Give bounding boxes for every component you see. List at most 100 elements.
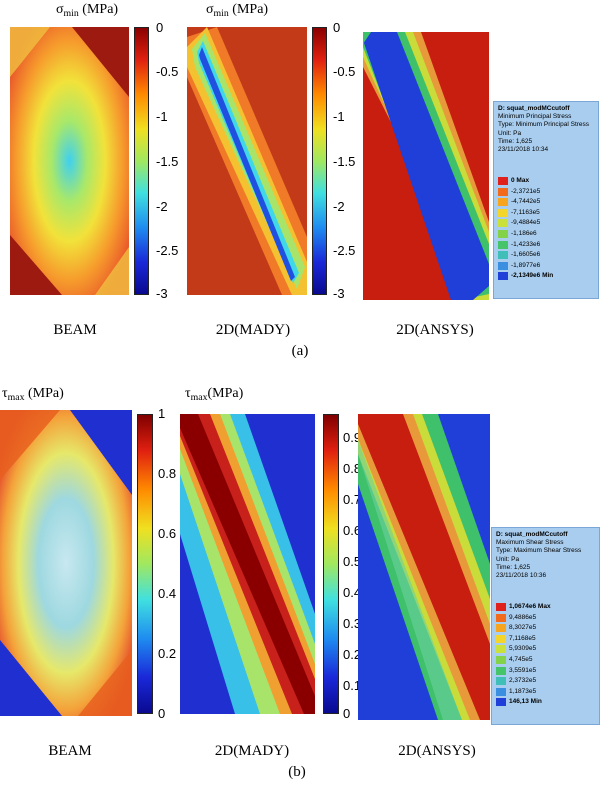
legend-entry: 146,13 Min [496, 697, 595, 707]
label-mady-b: 2D(MADY) [214, 743, 290, 759]
legend-swatch [496, 634, 506, 643]
colorbar-2-ticks: 0 -0.5 -1 -1.5 -2 -2.5 -3 [333, 20, 363, 302]
tau-colorbar-1-ticks: 1 0.8 0.6 0.4 0.2 0 [158, 406, 182, 722]
legend-entry: 4,745e5 [496, 655, 595, 665]
legend-entry-label: -1,4233e6 [511, 240, 541, 248]
legend-header-line: Unit: Pa [498, 129, 522, 137]
legend-header-line: D: squat_modMCcutoff [498, 105, 570, 112]
legend-entry-label: 0 Max [511, 177, 530, 184]
legend-header-line: Time: 1,625 [496, 563, 531, 571]
legend-header-line: Minimum Principal Stress [498, 113, 572, 121]
tick: -0.5 [333, 64, 356, 79]
tick: 0 [333, 20, 341, 35]
tick: -1 [333, 109, 345, 124]
label-mady-a: 2D(MADY) [215, 322, 291, 338]
legend-entry: 0 Max [498, 176, 594, 186]
ansys-legend-b: D: squat_modMCcutoff Maximum Shear Stres… [491, 527, 600, 725]
beam-tau-contour [0, 410, 132, 716]
legend-entry: 1,1873e5 [496, 687, 595, 697]
tick: 0.8 [343, 461, 362, 476]
legend-swatch [498, 272, 508, 281]
legend-header-line: Type: Maximum Shear Stress [496, 547, 582, 555]
legend-header-line: 23/11/2018 10:36 [496, 572, 547, 580]
beam-sigma-contour [10, 27, 129, 295]
legend-swatch [496, 645, 506, 654]
legend-entry: -1,186e6 [498, 229, 594, 239]
tick: 0.7 [343, 492, 362, 507]
legend-swatch [496, 666, 506, 675]
legend-entry-label: 4,745e5 [509, 656, 533, 663]
legend-entry-label: 1,0674e6 Max [509, 603, 551, 610]
beam-sigma-title: σmin (MPa) [56, 2, 119, 19]
tick: 0 [158, 706, 166, 721]
tick: 0 [156, 20, 164, 35]
tick: 0.5 [343, 554, 362, 569]
tick: 0.1 [343, 678, 362, 693]
legend-header-line: Type: Minimum Principal Stress [498, 121, 590, 129]
legend-swatch [498, 261, 508, 270]
legend-entry-label: 1,1873e5 [509, 687, 537, 695]
label-ansys-b: 2D(ANSYS) [398, 743, 476, 759]
tau-colorbar-1 [137, 414, 153, 714]
legend-header-line: Time: 1,625 [498, 137, 533, 145]
legend-header-line: D: squat_modMCcutoff [496, 531, 568, 538]
beam-tau-title: τmax (MPa) [2, 386, 64, 403]
legend-entry: 1,0674e6 Max [496, 602, 595, 612]
legend-swatch [498, 208, 508, 217]
tick: -2 [333, 199, 345, 214]
tick: -3 [333, 286, 345, 301]
sigma-colorbar-1 [134, 27, 149, 295]
tick: 0 [343, 706, 351, 721]
tick: -2.5 [333, 243, 356, 258]
tick: 0.6 [158, 526, 177, 541]
tick: 0.4 [343, 585, 362, 600]
legend-swatch [496, 603, 506, 611]
legend-entry: -7,1163e5 [498, 208, 594, 218]
tick: -1.5 [156, 154, 179, 169]
legend-swatch [496, 656, 506, 664]
legend-entry-label: 5,9309e5 [509, 645, 537, 653]
legend-swatch [496, 677, 506, 686]
colorbar-1-ticks: 0 -0.5 -1 -1.5 -2 -2.5 -3 [156, 20, 186, 302]
legend-swatch [498, 219, 508, 228]
caption-b: (b) [288, 764, 306, 780]
legend-entry-label: 7,1168e5 [509, 634, 536, 642]
legend-entry: -1,4233e6 [498, 240, 594, 250]
label-beam-b: BEAM [48, 743, 92, 759]
legend-entry-label: -1,186e6 [511, 230, 537, 237]
legend-entry-label: -1,6605e6 [511, 251, 541, 259]
legend-entry: 7,1168e5 [496, 634, 595, 644]
tick: 0.2 [343, 647, 362, 662]
tick: -3 [156, 286, 168, 301]
legend-entry-label: 146,13 Min [509, 698, 542, 706]
legend-entry: -2,3721e5 [498, 187, 594, 197]
caption-a: (a) [291, 343, 309, 359]
tick: -1.5 [333, 154, 356, 169]
tick: 0.3 [343, 616, 362, 631]
sigma-colorbar-2 [312, 27, 327, 295]
mady-tau-title: τmax(MPa) [185, 386, 244, 403]
legend-swatch [496, 613, 506, 622]
legend-entry: 5,9309e5 [496, 644, 595, 654]
tick: 0.9 [343, 430, 362, 445]
legend-swatch [496, 624, 506, 633]
legend-entry-label: -9,4884e5 [511, 219, 541, 227]
legend-swatch [498, 230, 508, 238]
legend-entry-label: -1,8977e6 [511, 261, 541, 269]
legend-entry-label: -2,3721e5 [511, 187, 541, 195]
legend-swatch [496, 687, 506, 696]
legend-entry-label: 9,4886e5 [509, 613, 537, 621]
legend-entry: -4,7442e5 [498, 197, 594, 207]
legend-swatch [498, 187, 508, 196]
tick: -0.5 [156, 64, 179, 79]
tick: 0.4 [158, 586, 177, 601]
legend-entry: 2,3732e5 [496, 676, 595, 686]
legend-entry: 3,5591e5 [496, 666, 595, 676]
legend-swatch [498, 177, 508, 185]
legend-swatch [498, 198, 508, 207]
tick: -1 [156, 109, 168, 124]
mady-tau-contour [180, 414, 315, 714]
legend-entry-label: 3,5591e5 [509, 666, 537, 674]
tick: -2.5 [156, 243, 179, 258]
legend-entry: -1,8977e6 [498, 261, 594, 271]
